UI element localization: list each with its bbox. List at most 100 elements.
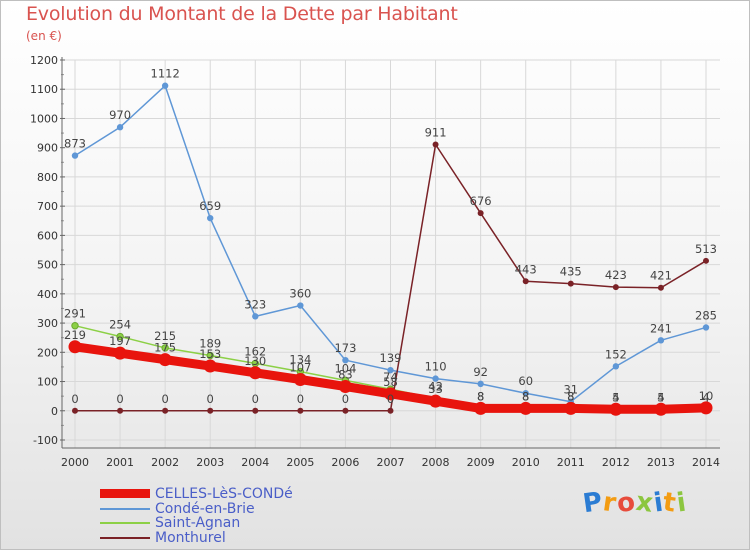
data-label-s2: 74 — [383, 370, 398, 384]
data-point-s3 — [297, 407, 304, 414]
y-tick-label: 300 — [37, 317, 58, 330]
data-label-s2: 189 — [199, 337, 221, 351]
y-tick-label: -100 — [33, 434, 58, 447]
data-point-s1 — [252, 313, 259, 320]
x-tick-label: 2000 — [61, 456, 89, 469]
data-label-s2: 134 — [289, 353, 311, 367]
data-point-s3 — [612, 284, 619, 291]
data-label-s3: 676 — [470, 194, 492, 208]
data-label-s0: 10 — [699, 389, 714, 403]
data-label-s2: 291 — [64, 307, 86, 321]
chart-unit-label: (en €) — [26, 29, 62, 43]
data-point-s0 — [654, 402, 668, 416]
x-tick-label: 2012 — [602, 456, 630, 469]
data-label-s1: 152 — [605, 347, 627, 361]
y-tick-label: 900 — [37, 142, 58, 155]
legend-item-conde: Condé-en-Brie — [100, 501, 255, 517]
data-label-s3: 0 — [342, 392, 349, 406]
data-label-s2: 215 — [154, 329, 176, 343]
y-tick-label: 1200 — [30, 54, 58, 67]
data-point-s0 — [113, 346, 127, 360]
data-label-s3: 423 — [605, 268, 627, 282]
data-label-s1: 92 — [473, 365, 488, 379]
data-label-s0: 8 — [477, 389, 484, 403]
data-label-s3: 435 — [560, 265, 582, 279]
data-label-s1: 970 — [109, 108, 131, 122]
data-label-s3: 443 — [515, 262, 537, 276]
x-tick-label: 2008 — [422, 456, 450, 469]
data-label-s3: 0 — [252, 392, 259, 406]
x-tick-label: 2006 — [331, 456, 359, 469]
data-point-s0 — [564, 401, 578, 415]
data-point-s1 — [522, 390, 529, 397]
data-label-s2: 42 — [428, 379, 443, 393]
legend-swatch-monthurel — [100, 536, 150, 539]
data-label-s0: 153 — [199, 347, 221, 361]
x-tick-label: 2007 — [377, 456, 405, 469]
data-point-s1 — [702, 324, 710, 331]
data-label-s0: 219 — [64, 328, 86, 342]
data-label-s3: 421 — [650, 269, 672, 283]
data-label-s1: 323 — [244, 297, 266, 311]
data-point-s1 — [342, 357, 349, 364]
data-label-s2: 162 — [244, 344, 266, 358]
legend-label-saint-agnan: Saint-Agnan — [155, 514, 241, 531]
data-point-s3 — [72, 407, 78, 414]
data-point-s3 — [567, 280, 574, 287]
data-label-s0: 83 — [338, 368, 353, 382]
legend-swatch-conde — [100, 507, 150, 510]
data-label-s1: 241 — [650, 321, 672, 335]
data-point-s3 — [252, 407, 259, 414]
data-point-s0 — [338, 380, 352, 394]
data-point-s0 — [474, 401, 488, 415]
data-point-s0 — [429, 394, 443, 408]
data-label-s3: 911 — [425, 125, 447, 139]
data-label-s0: 5 — [612, 390, 619, 404]
x-tick-label: 2003 — [196, 456, 224, 469]
data-label-s2: 8 — [522, 389, 529, 403]
legend-swatch-saint-agnan — [100, 521, 150, 524]
x-tick-label: 2010 — [512, 456, 540, 469]
data-point-s1 — [432, 375, 439, 382]
data-point-s1 — [477, 380, 484, 388]
data-point-s1 — [297, 302, 304, 309]
data-label-s0: 33 — [428, 382, 443, 396]
data-label-s3: 0 — [71, 392, 78, 406]
data-point-s3 — [387, 407, 394, 414]
y-tick-label: 600 — [37, 229, 58, 242]
data-point-s1 — [71, 152, 79, 159]
data-point-s3 — [703, 257, 709, 264]
data-label-s1: 360 — [289, 287, 311, 301]
y-tick-label: 400 — [37, 288, 58, 301]
data-label-s2: 8 — [567, 389, 574, 403]
chart-title: Evolution du Montant de la Dette par Hab… — [26, 3, 458, 25]
data-point-s0 — [248, 366, 262, 380]
x-tick-label: 2004 — [241, 456, 269, 469]
data-label-s1: 285 — [695, 308, 717, 322]
data-point-s1 — [116, 124, 124, 131]
data-label-s3: 513 — [695, 242, 717, 256]
data-point-s2 — [116, 332, 124, 341]
data-label-s0: 130 — [244, 354, 266, 368]
y-tick-label: 200 — [37, 346, 58, 359]
proxiti-logo: Proxiti — [581, 486, 689, 520]
data-label-s2: 4 — [657, 391, 664, 405]
data-label-s2: 8 — [477, 389, 484, 403]
data-point-s0 — [293, 372, 307, 386]
data-label-s1: 110 — [425, 360, 447, 374]
legend-label-celles: CELLES-LèS-CONDé — [155, 485, 293, 502]
data-point-s0 — [203, 359, 217, 373]
data-label-s1: 60 — [518, 374, 533, 388]
data-label-s1: 31 — [563, 383, 578, 397]
y-tick-label: 1000 — [30, 112, 58, 125]
data-label-s3: 0 — [207, 392, 214, 406]
data-point-s1 — [161, 82, 169, 89]
legend-swatch-celles — [100, 489, 150, 498]
data-point-s0 — [609, 402, 623, 416]
y-tick-label: 100 — [37, 376, 58, 389]
x-tick-label: 2001 — [106, 456, 134, 469]
data-point-s3 — [657, 284, 664, 291]
legend-item-monthurel: Monthurel — [100, 530, 226, 546]
y-tick-label: 1100 — [30, 83, 58, 96]
data-point-s1 — [612, 363, 620, 370]
